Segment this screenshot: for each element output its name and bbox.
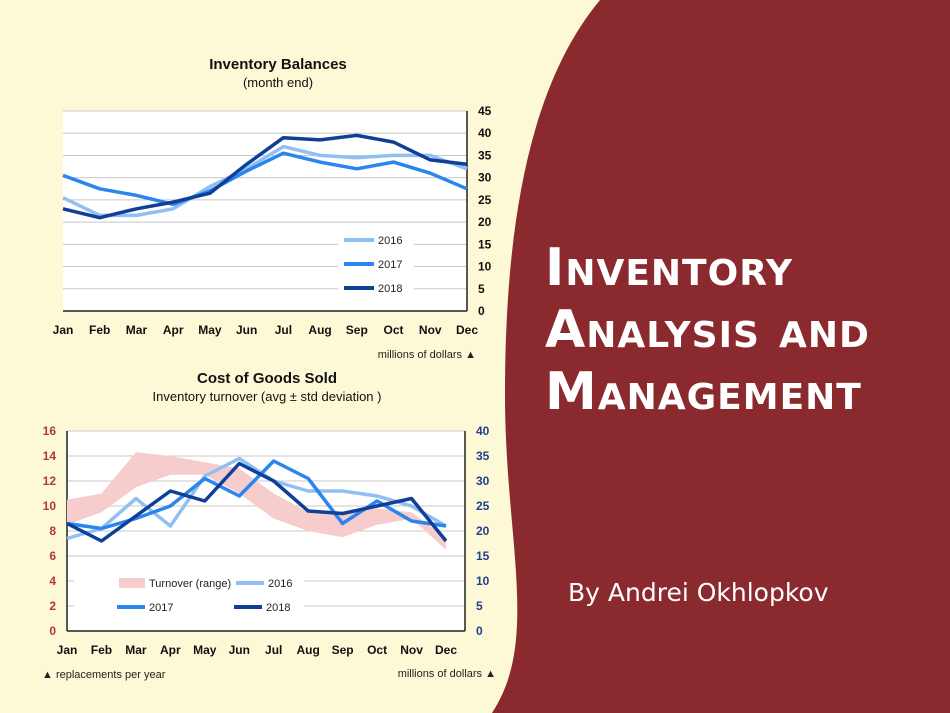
chart1-x-tick-label: Dec bbox=[456, 323, 478, 337]
chart2-x-tick-label: Feb bbox=[91, 643, 112, 657]
chart1-y-axis: 0 5 10 15 20 25 30 35 40 45 bbox=[478, 104, 492, 318]
chart2-series-lines bbox=[66, 456, 448, 543]
chart1-units-note: millions of dollars ▲ bbox=[378, 349, 476, 361]
series-2016-line bbox=[62, 144, 468, 218]
chart1-x-tick-label: Jul bbox=[275, 323, 292, 337]
chart2-subtitle: Inventory turnover (avg ± std deviation … bbox=[153, 389, 382, 404]
chart1-legend: 2016 2017 2018 bbox=[344, 235, 402, 295]
chart2-left-tick-label: 2 bbox=[49, 599, 56, 613]
inventory-balances-chart: Inventory Balances (month end) 0 5 10 15 20 2… bbox=[53, 56, 492, 361]
legend-2017-label: 2017 bbox=[378, 259, 402, 271]
chart2-right-tick-label: 15 bbox=[476, 549, 490, 563]
chart1-x-tick-label: May bbox=[198, 323, 222, 337]
cost-of-goods-sold-chart: Cost of Goods Sold Inventory turnover (a… bbox=[42, 370, 496, 681]
chart2-right-tick-label: 10 bbox=[476, 574, 490, 588]
chart2-left-tick-label: 6 bbox=[49, 549, 56, 563]
cogs-legend-2016-label: 2016 bbox=[268, 578, 292, 590]
chart2-x-tick-label: Oct bbox=[367, 643, 387, 657]
chart2-right-tick-label: 25 bbox=[476, 499, 490, 513]
chart1-y-tick-label: 35 bbox=[478, 148, 492, 162]
chart2-x-tick-label: Apr bbox=[160, 643, 181, 657]
slide-title-line-1: Inventory bbox=[545, 238, 794, 298]
title-panel bbox=[492, 0, 950, 713]
turnover-range-band bbox=[67, 452, 446, 550]
legend-2018-label: 2018 bbox=[378, 283, 402, 295]
cogs-legend-2018-label: 2018 bbox=[266, 602, 290, 614]
chart1-x-tick-label: Feb bbox=[89, 323, 110, 337]
cogs-series-2018-line bbox=[66, 461, 448, 543]
series-2017-line bbox=[62, 151, 468, 207]
chart2-right-tick-label: 35 bbox=[476, 449, 490, 463]
cogs-legend-2017-label: 2017 bbox=[149, 602, 173, 614]
chart1-x-tick-label: Jan bbox=[53, 323, 74, 337]
cogs-series-2016-line bbox=[66, 456, 447, 541]
chart2-left-tick-label: 14 bbox=[43, 449, 57, 463]
slide-title-line-2: Analysis and bbox=[545, 300, 870, 360]
chart1-x-tick-label: Oct bbox=[384, 323, 404, 337]
chart1-y-tick-label: 10 bbox=[478, 260, 492, 274]
chart1-x-tick-label: Mar bbox=[126, 323, 148, 337]
chart1-x-tick-label: Jun bbox=[236, 323, 257, 337]
legend-turnover-range-label: Turnover (range) bbox=[149, 578, 231, 590]
chart2-title: Cost of Goods Sold bbox=[197, 370, 337, 387]
chart2-right-y-axis: 0 5 10 15 20 25 30 35 40 bbox=[476, 424, 490, 638]
chart1-x-tick-label: Aug bbox=[308, 323, 331, 337]
chart2-left-tick-label: 8 bbox=[49, 524, 56, 538]
chart2-right-tick-label: 30 bbox=[476, 474, 490, 488]
chart2-left-tick-label: 10 bbox=[43, 499, 57, 513]
slide-title-line-3: Management bbox=[545, 362, 862, 422]
legend-2016-label: 2016 bbox=[378, 235, 402, 247]
chart1-y-tick-label: 30 bbox=[478, 171, 492, 185]
chart2-left-y-axis: 0 2 4 6 8 10 12 14 16 bbox=[43, 424, 57, 638]
chart2-legend-box bbox=[74, 571, 304, 617]
chart1-y-tick-label: 5 bbox=[478, 282, 485, 296]
chart2-x-tick-label: Mar bbox=[125, 643, 147, 657]
chart2-right-tick-label: 0 bbox=[476, 624, 483, 638]
series-2018-line bbox=[62, 133, 468, 220]
chart2-x-tick-label: Jan bbox=[57, 643, 78, 657]
chart2-x-tick-label: May bbox=[193, 643, 217, 657]
chart1-subtitle: (month end) bbox=[243, 75, 313, 90]
chart2-left-tick-label: 4 bbox=[49, 574, 56, 588]
chart1-x-axis: Jan Feb Mar Apr May Jun Jul Aug Sep Oct Nov Dec bbox=[53, 323, 479, 337]
chart2-x-tick-label: Jul bbox=[265, 643, 282, 657]
chart2-right-tick-label: 40 bbox=[476, 424, 490, 438]
chart2-x-tick-label: Aug bbox=[297, 643, 320, 657]
chart1-y-tick-label: 20 bbox=[478, 215, 492, 229]
chart2-x-axis: Jan Feb Mar Apr May Jun Jul Aug Sep Oct Nov Dec bbox=[57, 643, 458, 657]
chart1-y-tick-label: 25 bbox=[478, 193, 492, 207]
chart1-x-tick-label: Apr bbox=[163, 323, 184, 337]
chart2-left-tick-label: 0 bbox=[49, 624, 56, 638]
chart2-right-units-note: millions of dollars ▲ bbox=[398, 668, 496, 680]
chart2-left-tick-label: 16 bbox=[43, 424, 57, 438]
chart1-y-tick-label: 0 bbox=[478, 304, 485, 318]
chart2-left-tick-label: 12 bbox=[43, 474, 57, 488]
chart1-title: Inventory Balances bbox=[209, 56, 347, 73]
chart1-y-tick-label: 15 bbox=[478, 237, 492, 251]
legend-turnover-range-swatch bbox=[119, 578, 145, 588]
chart2-legend: Turnover (range) 2016 2017 2018 bbox=[74, 571, 304, 617]
chart1-series-lines bbox=[62, 133, 468, 220]
chart2-x-tick-label: Sep bbox=[332, 643, 354, 657]
author-byline: By Andrei Okhlopkov bbox=[568, 578, 829, 607]
chart2-left-units-note: ▲ replacements per year bbox=[42, 669, 166, 681]
chart2-right-tick-label: 20 bbox=[476, 524, 490, 538]
chart1-y-tick-label: 45 bbox=[478, 104, 492, 118]
chart2-right-tick-label: 5 bbox=[476, 599, 483, 613]
chart2-x-tick-label: Nov bbox=[400, 643, 423, 657]
chart1-x-tick-label: Nov bbox=[419, 323, 442, 337]
chart1-x-tick-label: Sep bbox=[346, 323, 368, 337]
chart2-x-tick-label: Jun bbox=[229, 643, 250, 657]
chart1-y-tick-label: 40 bbox=[478, 126, 492, 140]
chart1-legend-box bbox=[338, 225, 414, 297]
chart2-x-tick-label: Dec bbox=[435, 643, 457, 657]
